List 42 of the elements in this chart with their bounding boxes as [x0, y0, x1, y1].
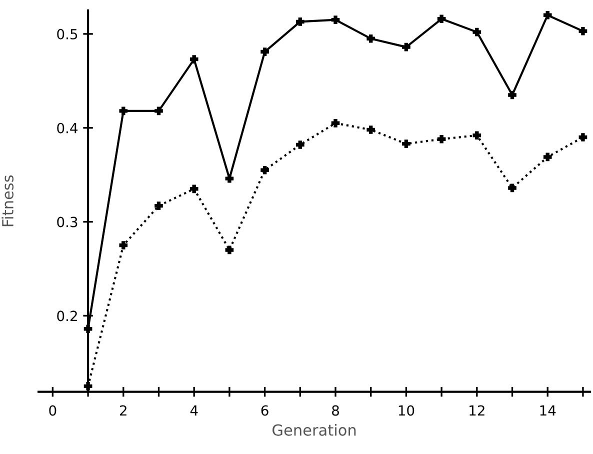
point — [472, 28, 482, 36]
point — [154, 106, 163, 116]
x-tick-label: 14 — [540, 405, 556, 416]
point — [296, 140, 304, 149]
point — [402, 140, 410, 148]
x-tick-label: 10 — [398, 405, 414, 416]
y-tick-label: 0.4 — [57, 122, 78, 134]
x-tick-label: 0 — [49, 405, 56, 416]
y-tick-label: 0.2 — [57, 310, 77, 322]
x-tick-label: 6 — [261, 405, 268, 416]
point — [190, 184, 198, 194]
y-tick-label: 0.3 — [57, 216, 78, 228]
point — [578, 26, 588, 36]
point — [331, 118, 340, 128]
x-tick-label: 4 — [190, 405, 198, 416]
x-tick-label: 2 — [120, 405, 126, 416]
point — [296, 18, 304, 26]
point — [402, 42, 410, 52]
y-axis-title: Fitness — [2, 175, 14, 226]
point — [119, 241, 128, 250]
point — [508, 90, 516, 100]
point — [119, 106, 128, 116]
x-axis-title: Generation — [272, 424, 356, 436]
point — [225, 174, 234, 183]
point — [260, 48, 269, 56]
x-tick-label: 12 — [470, 405, 484, 416]
point — [437, 14, 446, 24]
point — [543, 152, 552, 162]
x-tick-label: 8 — [332, 405, 339, 416]
point — [472, 131, 482, 140]
point — [578, 133, 588, 142]
point — [225, 246, 234, 254]
point — [260, 166, 269, 174]
y-tick-label: 0.5 — [57, 28, 78, 40]
point — [366, 34, 376, 43]
point — [508, 184, 516, 192]
point — [543, 10, 552, 20]
point — [331, 16, 340, 24]
point — [190, 55, 198, 64]
point — [154, 202, 163, 210]
point — [366, 126, 376, 134]
point — [437, 134, 446, 144]
